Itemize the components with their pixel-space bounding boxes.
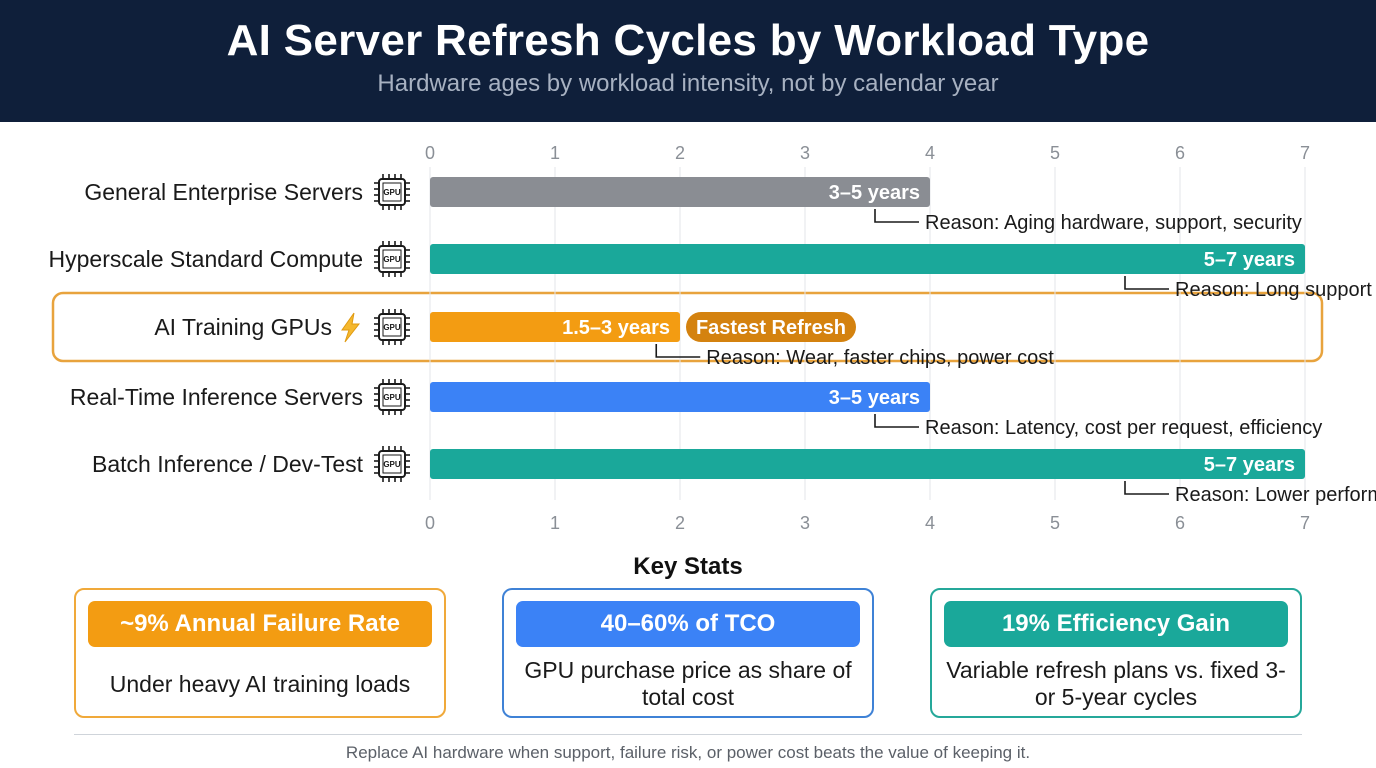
x-tick-label-top: 5 <box>1050 143 1060 163</box>
x-tick-label-top: 4 <box>925 143 935 163</box>
x-tick-label-bottom: 0 <box>425 513 435 533</box>
gpu-chip-icon: GPU <box>374 446 410 482</box>
gpu-chip-label: GPU <box>383 460 401 469</box>
category-label: General Enterprise Servers <box>84 179 363 205</box>
reason-connector <box>655 344 701 358</box>
stat-headline: 40–60% of TCO <box>516 601 860 647</box>
reason-label: Reason: Lower performance pressure <box>1175 484 1376 506</box>
reason-connector <box>874 414 919 428</box>
x-tick-label-top: 0 <box>425 143 435 163</box>
bar-value-label: 3–5 years <box>829 182 920 204</box>
category-label: Batch Inference / Dev-Test <box>92 451 364 477</box>
stat-headline: 19% Efficiency Gain <box>944 601 1288 647</box>
page-title: AI Server Refresh Cycles by Workload Typ… <box>226 16 1150 65</box>
x-tick-label-top: 2 <box>675 143 685 163</box>
reason-label: Reason: Long support use, staged reuse <box>1175 279 1376 301</box>
gpu-chip-label: GPU <box>383 255 401 264</box>
x-tick-label-bottom: 1 <box>550 513 560 533</box>
stat-card-failure-rate: ~9% Annual Failure Rate Under heavy AI t… <box>74 588 446 718</box>
reason-label: Reason: Wear, faster chips, power cost <box>706 347 1054 369</box>
reason-connector <box>1124 481 1169 495</box>
bar-value-label: 3–5 years <box>829 387 920 409</box>
fastest-refresh-badge <box>686 312 856 342</box>
gpu-chip-icon: GPU <box>374 309 410 345</box>
category-label: AI Training GPUs <box>154 314 332 340</box>
gpu-chip-label: GPU <box>383 393 401 402</box>
bar <box>430 244 1305 274</box>
stat-card-efficiency: 19% Efficiency Gain Variable refresh pla… <box>930 588 1302 718</box>
reason-label: Reason: Aging hardware, support, securit… <box>925 212 1302 234</box>
reason-label: Reason: Latency, cost per request, effic… <box>925 417 1322 439</box>
x-tick-label-bottom: 2 <box>675 513 685 533</box>
x-tick-label-bottom: 4 <box>925 513 935 533</box>
stat-description: Variable refresh plans vs. fixed 3- or 5… <box>946 657 1286 710</box>
x-tick-label-bottom: 7 <box>1300 513 1310 533</box>
bar-value-label: 5–7 years <box>1204 454 1295 476</box>
fastest-refresh-label: Fastest Refresh <box>696 317 846 339</box>
x-tick-label-top: 7 <box>1300 143 1310 163</box>
gpu-chip-label: GPU <box>383 323 401 332</box>
bar <box>430 449 1305 479</box>
x-tick-label-top: 1 <box>550 143 560 163</box>
x-tick-label-top: 3 <box>800 143 810 163</box>
category-label: Hyperscale Standard Compute <box>49 246 364 272</box>
gpu-chip-icon: GPU <box>374 241 410 277</box>
category-label: Real-Time Inference Servers <box>70 384 363 410</box>
refresh-cycle-chart: 0 0 1 1 2 2 3 3 4 4 5 5 6 6 7 7 GPU General Enterprise Se… <box>49 143 1376 533</box>
lightning-icon <box>341 312 361 343</box>
gpu-chip-label: GPU <box>383 188 401 197</box>
footer-divider <box>74 734 1302 735</box>
bar <box>430 312 680 342</box>
x-tick-label-top: 6 <box>1175 143 1185 163</box>
bar-value-label: 5–7 years <box>1204 249 1295 271</box>
page-subtitle: Hardware ages by workload intensity, not… <box>377 70 999 97</box>
reason-connector <box>1124 276 1169 290</box>
gpu-chip-icon: GPU <box>374 174 410 210</box>
bar-value-label: 1.5–3 years <box>562 317 670 339</box>
gpu-chip-icon: GPU <box>374 379 410 415</box>
stat-description: Under heavy AI training loads <box>109 670 411 697</box>
bar <box>430 382 930 412</box>
stat-description: GPU purchase price as share of total cos… <box>524 657 852 710</box>
reason-connector <box>874 209 919 223</box>
stat-card-tco: 40–60% of TCO GPU purchase price as shar… <box>502 588 874 718</box>
key-stats-title: Key Stats <box>633 553 743 580</box>
x-tick-label-bottom: 3 <box>800 513 810 533</box>
x-tick-label-bottom: 5 <box>1050 513 1060 533</box>
bar <box>430 177 930 207</box>
footer-note: Replace AI hardware when support, failur… <box>345 743 1031 762</box>
x-tick-label-bottom: 6 <box>1175 513 1185 533</box>
stat-headline: ~9% Annual Failure Rate <box>88 601 432 647</box>
highlight-box <box>51 291 1324 363</box>
header: AI Server Refresh Cycles by Workload Typ… <box>0 0 1376 122</box>
